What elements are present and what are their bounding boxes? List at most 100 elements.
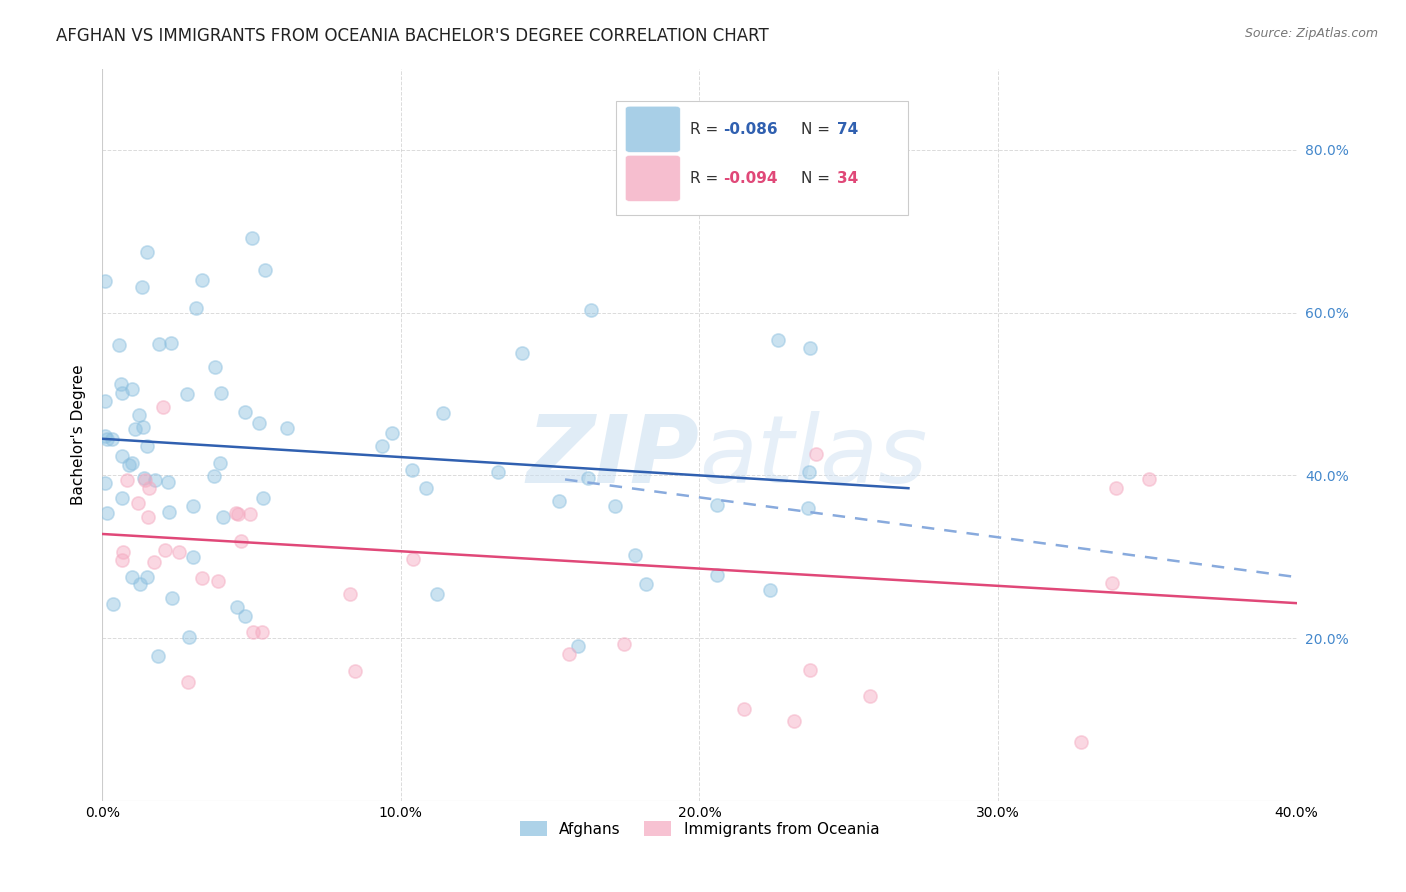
Point (253, 262, 276, 277)
Point (343, 664, 366, 678)
Point (181, 500, 204, 514)
Point (115, 473, 138, 487)
Point (159, 505, 181, 519)
Point (160, 591, 183, 605)
FancyBboxPatch shape (626, 155, 681, 202)
Point (799, 341, 821, 355)
Point (96, 506, 118, 520)
Point (160, 335, 183, 350)
Point (339, 587, 361, 601)
Text: R =: R = (690, 122, 723, 136)
Point (783, 714, 806, 729)
Point (276, 421, 298, 435)
Point (101, 433, 124, 447)
Point (233, 609, 256, 624)
Point (132, 420, 155, 434)
Point (181, 549, 204, 564)
Point (135, 244, 157, 259)
Point (153, 543, 176, 558)
Point (121, 456, 143, 470)
Point (603, 499, 626, 513)
Point (401, 463, 423, 477)
Point (432, 406, 454, 420)
Point (706, 498, 728, 512)
FancyBboxPatch shape (616, 102, 908, 215)
Point (486, 465, 509, 479)
Point (111, 449, 134, 463)
Point (558, 647, 581, 661)
Point (191, 272, 214, 286)
Point (211, 509, 233, 524)
Point (117, 458, 139, 472)
Point (239, 507, 262, 521)
Point (136, 570, 159, 584)
Point (107, 337, 129, 351)
Point (426, 586, 449, 600)
Point (134, 473, 156, 487)
Point (202, 469, 225, 483)
Point (859, 690, 882, 704)
Point (733, 702, 755, 716)
Point (247, 416, 270, 430)
Point (240, 230, 263, 244)
Point (797, 501, 820, 516)
Point (567, 640, 589, 654)
Point (225, 599, 247, 614)
Point (636, 577, 658, 591)
Text: 34: 34 (837, 171, 858, 186)
Point (380, 425, 402, 440)
Point (142, 555, 165, 569)
Point (111, 385, 134, 400)
Text: R =: R = (690, 171, 723, 186)
Text: -0.086: -0.086 (723, 122, 778, 136)
Y-axis label: Bachelor's Degree: Bachelor's Degree (72, 365, 86, 505)
Text: 74: 74 (837, 122, 858, 136)
Point (148, 337, 170, 351)
Point (143, 473, 166, 487)
Text: N =: N = (801, 122, 835, 136)
Point (177, 630, 200, 644)
Point (706, 567, 728, 582)
Point (156, 475, 179, 489)
Point (623, 548, 645, 562)
Point (1139, 472, 1161, 486)
FancyBboxPatch shape (626, 106, 681, 153)
Point (129, 577, 152, 591)
Point (94, 475, 117, 490)
Point (124, 422, 146, 436)
Point (167, 544, 190, 558)
Point (176, 387, 198, 401)
Point (110, 376, 132, 391)
Point (146, 649, 169, 664)
Point (94, 429, 117, 443)
Point (799, 663, 821, 677)
Point (250, 624, 273, 639)
Point (111, 491, 134, 506)
Point (510, 346, 533, 360)
Point (127, 495, 149, 509)
Text: ZIP: ZIP (526, 410, 699, 503)
Text: N =: N = (801, 171, 835, 186)
Point (371, 439, 394, 453)
Point (415, 481, 437, 495)
Text: -0.094: -0.094 (723, 171, 778, 186)
Point (121, 382, 143, 396)
Point (131, 279, 153, 293)
Point (207, 574, 229, 589)
Point (547, 494, 569, 508)
Point (184, 301, 207, 315)
Point (1105, 481, 1128, 495)
Point (177, 675, 200, 690)
Point (226, 507, 249, 521)
Point (128, 409, 150, 423)
Point (1070, 735, 1092, 749)
Point (101, 597, 124, 611)
Point (579, 302, 602, 317)
Point (136, 439, 159, 453)
Point (112, 544, 135, 558)
Point (766, 333, 789, 347)
Point (191, 571, 214, 585)
Point (1101, 575, 1123, 590)
Point (111, 553, 134, 567)
Point (94, 393, 117, 408)
